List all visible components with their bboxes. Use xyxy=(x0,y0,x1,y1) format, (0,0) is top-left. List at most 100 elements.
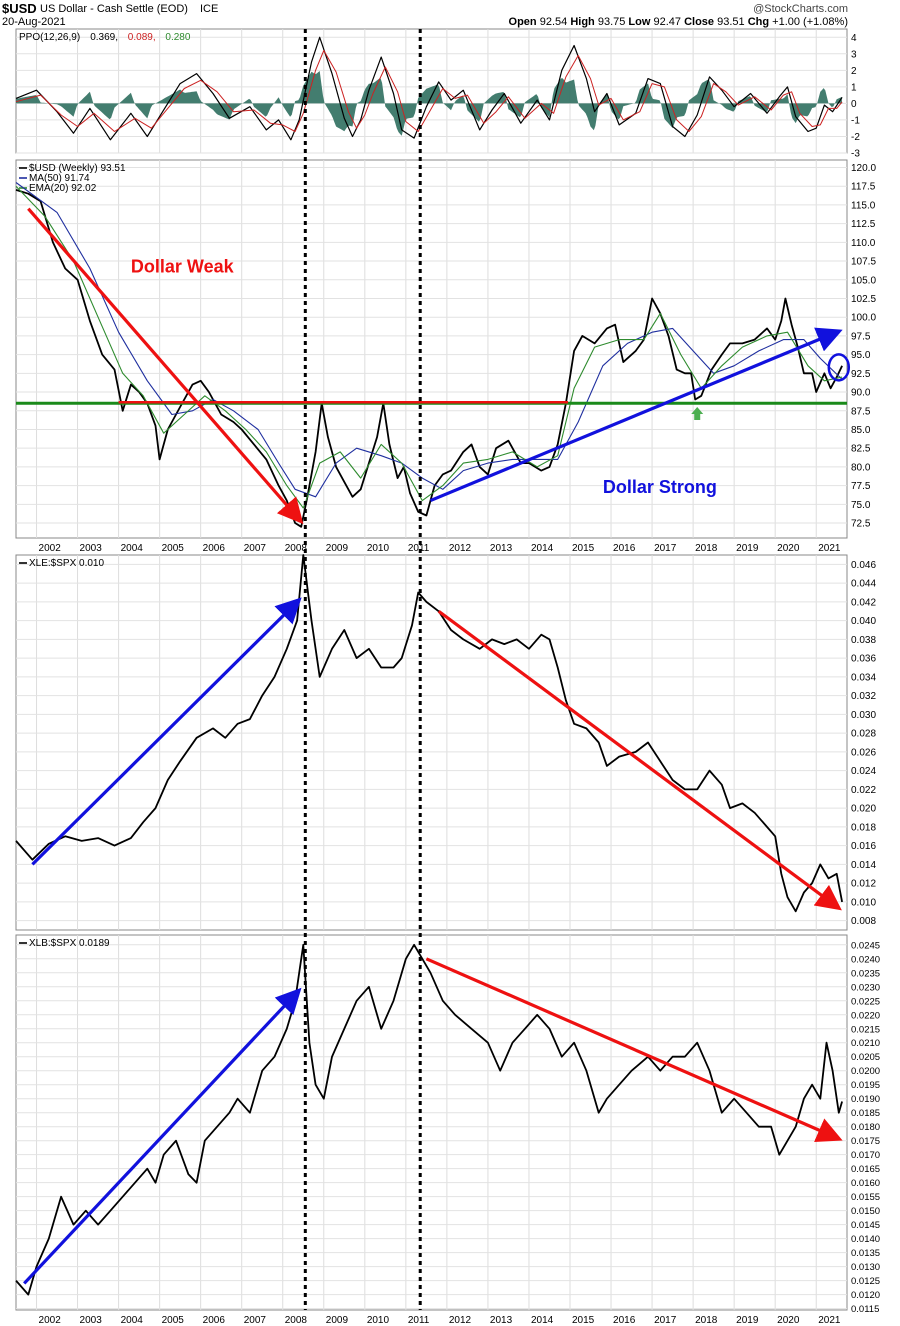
xtick-label-mid-2015: 2015 xyxy=(572,543,595,554)
ytick-label-xle-3: 0.040 xyxy=(851,616,876,627)
ytick-label-xle-9: 0.028 xyxy=(851,729,876,740)
xtick-label-bottom-2019: 2019 xyxy=(736,1315,759,1326)
dollar-weak-label: Dollar Weak xyxy=(131,256,235,276)
ytick-label-xlb-6: 0.0215 xyxy=(851,1024,880,1035)
ytick-label-xlb-14: 0.0175 xyxy=(851,1136,880,1147)
ytick-label-xlb-3: 0.0230 xyxy=(851,982,880,993)
ytick-label-usd-13: 87.5 xyxy=(851,406,871,417)
ytick-label-xlb-2: 0.0235 xyxy=(851,968,880,979)
ytick-label-xle-13: 0.020 xyxy=(851,804,876,815)
ytick-label-xlb-24: 0.0125 xyxy=(851,1276,880,1287)
ytick-label-xle-4: 0.038 xyxy=(851,635,876,646)
panel-frame-xlb xyxy=(15,934,848,1311)
xtick-label-mid-2010: 2010 xyxy=(367,543,390,554)
legend-ppo-0: PPO(12,26,9) xyxy=(19,32,80,43)
xtick-label-mid-2007: 2007 xyxy=(244,543,267,554)
series-line-xlb-price xyxy=(15,943,843,1296)
ytick-label-ppo-0: 4 xyxy=(851,33,857,44)
ytick-label-xle-12: 0.022 xyxy=(851,785,876,796)
ytick-label-xle-1: 0.044 xyxy=(851,579,876,590)
ytick-label-xlb-0: 0.0245 xyxy=(851,940,880,951)
quote-chg-value: +1.00 (+1.08%) xyxy=(772,16,848,28)
xlb-downtrend-arrow xyxy=(425,957,843,1142)
xtick-label-mid-2019: 2019 xyxy=(736,543,759,554)
ytick-label-usd-19: 72.5 xyxy=(851,519,871,530)
ytick-label-usd-3: 112.5 xyxy=(851,219,876,230)
xtick-label-mid-2021: 2021 xyxy=(818,543,841,554)
quote-high-label: High xyxy=(570,16,595,28)
ytick-label-xle-15: 0.016 xyxy=(851,841,876,852)
ytick-label-usd-0: 120.0 xyxy=(851,163,876,174)
ytick-label-xlb-18: 0.0155 xyxy=(851,1192,880,1203)
ytick-label-ppo-3: 1 xyxy=(851,82,857,93)
ytick-label-usd-10: 95.0 xyxy=(851,350,871,361)
exchange-label: ICE xyxy=(200,3,219,15)
quote-high-value: 93.75 xyxy=(597,16,626,28)
symbol-description: US Dollar - Cash Settle (EOD) xyxy=(40,3,188,15)
ytick-label-usd-5: 107.5 xyxy=(851,257,876,268)
series-line-usd-ema20 xyxy=(15,185,843,509)
quote-close-value: 93.51 xyxy=(717,16,745,28)
ytick-label-xle-2: 0.042 xyxy=(851,597,876,608)
ytick-label-xlb-7: 0.0210 xyxy=(851,1038,880,1049)
ytick-label-usd-17: 77.5 xyxy=(851,481,871,492)
ytick-label-xle-16: 0.014 xyxy=(851,860,876,871)
ytick-label-ppo-5: -1 xyxy=(851,115,860,126)
xtick-label-bottom-2011: 2011 xyxy=(408,1315,430,1326)
quote-low-value: 92.47 xyxy=(653,16,682,28)
ytick-label-usd-7: 102.5 xyxy=(851,294,876,305)
ytick-label-xlb-5: 0.0220 xyxy=(851,1010,880,1021)
ytick-label-xlb-4: 0.0225 xyxy=(851,996,880,1007)
ytick-label-usd-6: 105.0 xyxy=(851,275,876,286)
ytick-label-xlb-16: 0.0165 xyxy=(851,1164,880,1175)
ytick-label-xlb-20: 0.0145 xyxy=(851,1220,880,1231)
ytick-label-xle-11: 0.024 xyxy=(851,766,876,777)
ytick-label-usd-1: 117.5 xyxy=(851,182,876,193)
series-line-xle-price xyxy=(15,554,843,913)
ytick-label-usd-4: 110.0 xyxy=(851,238,876,249)
date-label: 20-Aug-2021 xyxy=(2,16,66,28)
ytick-label-xlb-21: 0.0140 xyxy=(851,1234,880,1245)
ytick-label-xlb-19: 0.0150 xyxy=(851,1206,880,1217)
xtick-label-mid-2003: 2003 xyxy=(80,543,103,554)
xtick-label-mid-2016: 2016 xyxy=(613,543,636,554)
ytick-label-xlb-12: 0.0185 xyxy=(851,1108,880,1119)
symbol-title: $USD xyxy=(2,1,37,16)
legend-label-xlb-0: XLB:$SPX 0.0189 xyxy=(29,938,110,949)
ytick-label-ppo-6: -2 xyxy=(851,132,860,143)
series-line-usd-ma50 xyxy=(15,182,843,498)
xtick-label-mid-2002: 2002 xyxy=(39,543,62,554)
xtick-label-mid-2006: 2006 xyxy=(203,543,226,554)
xtick-label-bottom-2012: 2012 xyxy=(449,1315,472,1326)
ytick-label-xle-7: 0.032 xyxy=(851,691,876,702)
xtick-label-mid-2013: 2013 xyxy=(490,543,513,554)
xtick-label-bottom-2004: 2004 xyxy=(121,1315,144,1326)
ytick-label-xlb-11: 0.0190 xyxy=(851,1094,880,1105)
quote-close-label: Close xyxy=(684,16,715,28)
ytick-label-ppo-7: -3 xyxy=(851,149,860,160)
support-up-arrow-icon xyxy=(691,407,704,421)
xtick-label-mid-2005: 2005 xyxy=(162,543,185,554)
xtick-label-bottom-2003: 2003 xyxy=(80,1315,103,1326)
ytick-label-xle-19: 0.008 xyxy=(851,916,876,927)
xtick-label-mid-2018: 2018 xyxy=(695,543,718,554)
current-price-circle xyxy=(827,353,851,382)
xtick-label-bottom-2016: 2016 xyxy=(613,1315,636,1326)
xtick-label-bottom-2006: 2006 xyxy=(203,1315,226,1326)
ytick-label-usd-16: 80.0 xyxy=(851,462,871,473)
ytick-label-usd-14: 85.0 xyxy=(851,425,871,436)
ytick-label-xlb-1: 0.0240 xyxy=(851,954,880,965)
ytick-label-xle-17: 0.012 xyxy=(851,879,876,890)
ytick-label-xlb-22: 0.0135 xyxy=(851,1248,880,1259)
watermark: @StockCharts.com xyxy=(753,3,848,15)
xtick-label-mid-2017: 2017 xyxy=(654,543,677,554)
quote-bar: Open 92.54 High 93.75 Low 92.47 Close 93… xyxy=(509,16,848,28)
xtick-label-mid-2014: 2014 xyxy=(531,543,554,554)
ytick-label-xlb-8: 0.0205 xyxy=(851,1052,880,1063)
ytick-label-xlb-26: 0.0115 xyxy=(851,1304,879,1315)
ytick-label-xlb-9: 0.0200 xyxy=(851,1066,880,1077)
ytick-label-usd-18: 75.0 xyxy=(851,500,871,511)
panel-frame-xle xyxy=(15,554,848,931)
xtick-label-mid-2009: 2009 xyxy=(326,543,349,554)
